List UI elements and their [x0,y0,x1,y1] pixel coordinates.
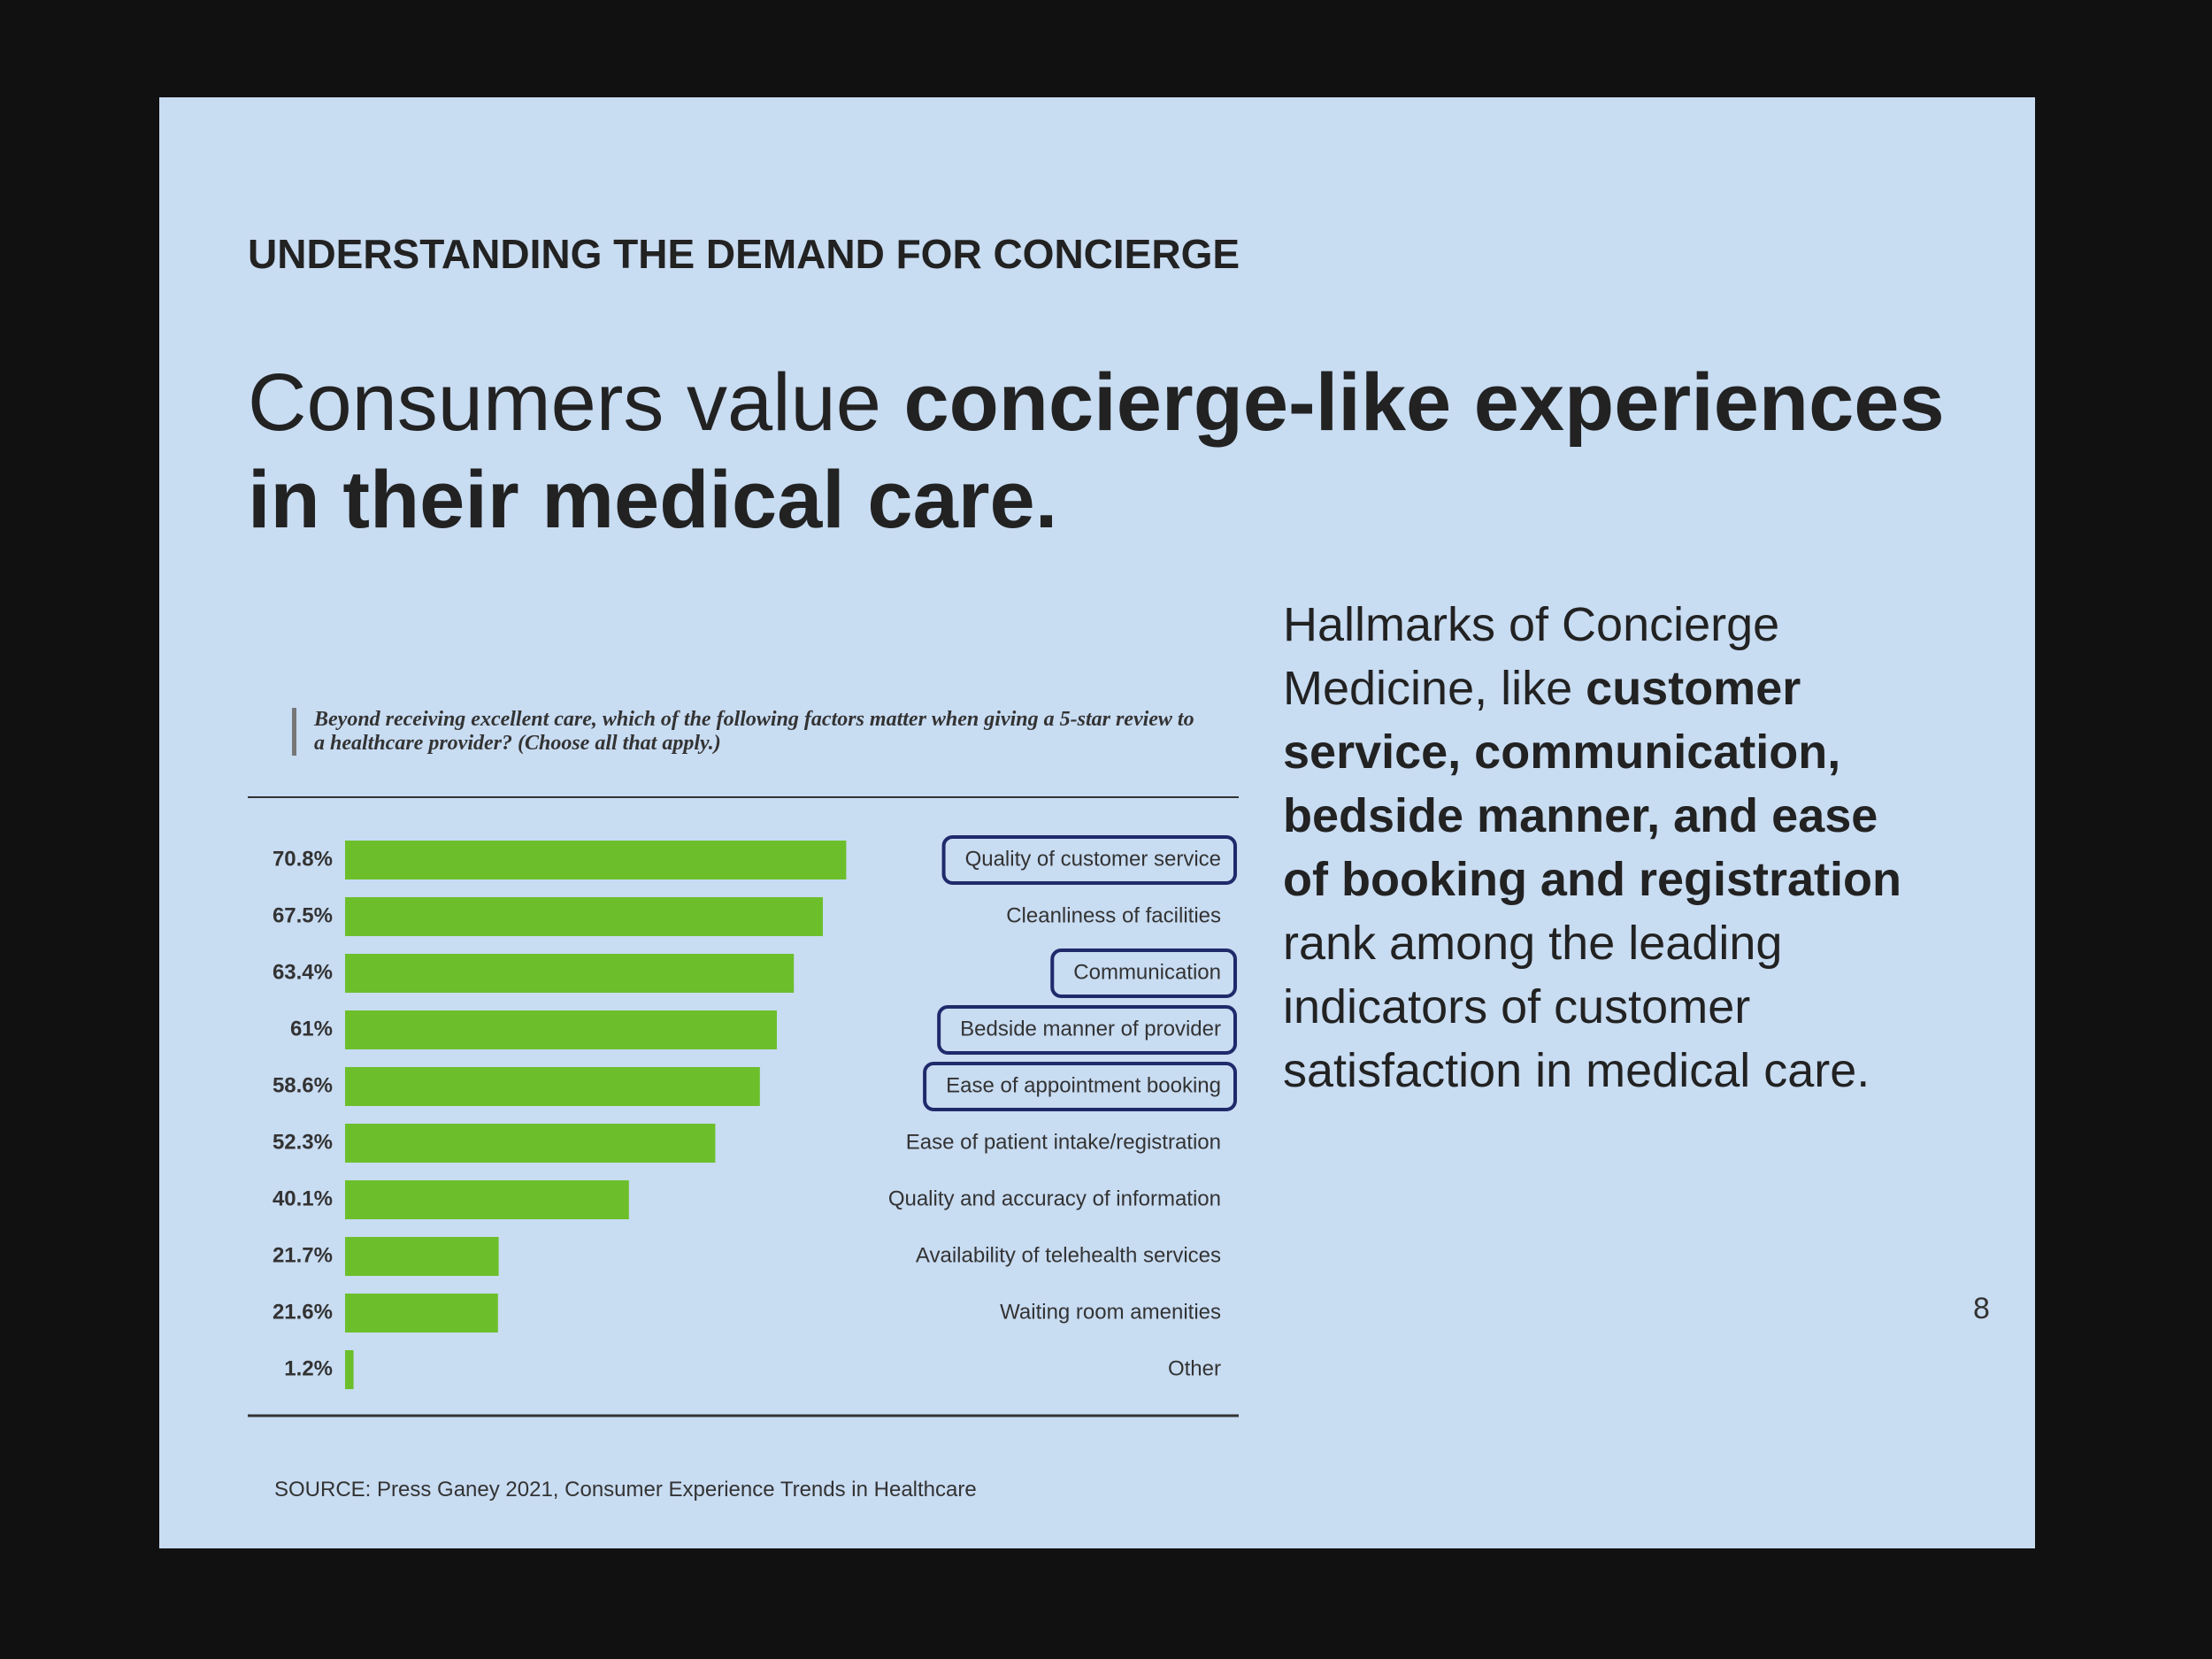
bar [345,1180,629,1219]
highlight-box [923,1062,1237,1111]
category-label: Bedside manner of provider [960,1017,1221,1041]
bar [345,897,823,936]
slide: UNDERSTANDING THE DEMAND FOR CONCIERGE C… [159,97,2035,1548]
title: Consumers value concierge-like experienc… [248,354,1973,549]
side-text: Hallmarks of Concierge Medicine, like cu… [1283,593,1920,1102]
chart-question: Beyond receiving excellent care, which o… [292,708,1199,756]
value-label: 21.6% [273,1300,333,1324]
bar [345,1124,716,1163]
category-label: Other [1168,1356,1221,1380]
bar [345,1237,499,1276]
bar [345,1067,760,1106]
value-label: 63.4% [273,960,333,984]
category-label: Availability of telehealth services [916,1243,1221,1267]
bar [345,1294,498,1333]
bar [345,1010,777,1049]
highlight-box [1050,949,1237,998]
value-label: 21.7% [273,1243,333,1267]
side-outro: rank among the leading indicators of cus… [1283,917,1870,1097]
category-label: Waiting room amenities [1000,1300,1221,1324]
highlight-box [937,1005,1237,1055]
value-label: 61% [290,1017,333,1041]
chart: 70.8% Quality of customer service 67.5% Cle… [248,796,1239,1417]
value-label: 1.2% [284,1356,333,1380]
value-label: 52.3% [273,1130,333,1154]
value-label: 58.6% [273,1073,333,1097]
category-label: Ease of appointment booking [946,1073,1221,1097]
side-intro: Hallmarks of Concierge Medicine, like [1283,598,1780,715]
header: UNDERSTANDING THE DEMAND FOR CONCIERGE [248,231,1240,277]
bar [345,1350,354,1389]
value-label: 40.1% [273,1187,333,1210]
value-label: 70.8% [273,847,333,871]
source: SOURCE: Press Ganey 2021, Consumer Exper… [274,1478,977,1502]
bar [345,954,795,993]
page-number: 8 [1973,1292,1990,1325]
title-regular: Consumers value [248,357,881,448]
category-label: Cleanliness of facilities [1006,903,1221,927]
highlight-box [941,835,1237,885]
side-bold: customer service, communication, bedside… [1283,662,1901,906]
title-bold: concierge-like experiences in their medi… [248,357,1945,545]
category-label: Communication [1073,960,1221,984]
category-label: Ease of patient intake/registration [906,1130,1221,1154]
value-label: 67.5% [273,903,333,927]
category-label: Quality and accuracy of information [888,1187,1221,1210]
bar [345,841,847,879]
category-label: Quality of customer service [965,847,1221,871]
